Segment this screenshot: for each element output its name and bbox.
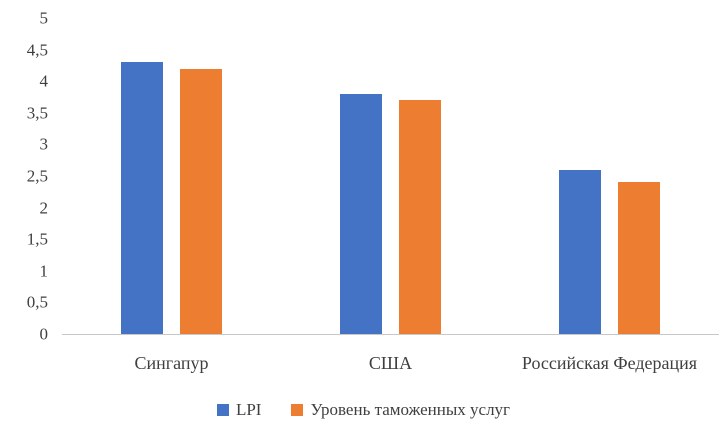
bar-уровень-таможенных-услуг — [618, 182, 660, 334]
y-tick-label: 1 — [39, 261, 49, 281]
bar-lpi — [559, 169, 601, 334]
bar-lpi — [340, 93, 382, 334]
y-tick-label: 3 — [39, 134, 49, 154]
legend: LPI Уровень таможенных услуг — [0, 400, 727, 420]
bar-lpi — [121, 62, 163, 334]
plot-area: 0 0,5 1 1,5 2 2,5 3 3,5 4 4,5 5 — [27, 10, 719, 343]
bar-group — [500, 18, 719, 334]
legend-swatch-icon — [216, 404, 229, 416]
legend-item: Уровень таможенных услуг — [291, 400, 510, 420]
y-tick-label: 0 — [39, 324, 49, 344]
x-category-label: США — [368, 353, 413, 373]
y-tick-label: 4 — [39, 71, 49, 91]
x-category-label: Российская Федерация — [521, 353, 698, 373]
y-tick-label: 2 — [39, 198, 49, 218]
bar-group — [62, 18, 281, 334]
x-category-label: Сингапур — [134, 353, 209, 373]
y-tick-label: 2,5 — [26, 166, 48, 186]
y-tick-label: 3,5 — [26, 103, 48, 123]
legend-swatch-icon — [291, 404, 304, 416]
y-tick-label: 5 — [39, 8, 49, 28]
bar-уровень-таможенных-услуг — [180, 68, 222, 334]
legend-label: Уровень таможенных услуг — [310, 400, 511, 419]
y-tick-label: 0,5 — [26, 292, 48, 312]
bar-group — [281, 18, 500, 334]
bars-area — [62, 18, 719, 334]
legend-label: LPI — [235, 400, 262, 419]
y-tick-label: 1,5 — [26, 229, 48, 249]
bar-уровень-таможенных-услуг — [399, 100, 441, 334]
y-tick-label: 4,5 — [26, 40, 48, 60]
x-axis-labels: Сингапур США Российская Федерация — [62, 353, 719, 374]
legend-item: LPI — [216, 400, 262, 420]
